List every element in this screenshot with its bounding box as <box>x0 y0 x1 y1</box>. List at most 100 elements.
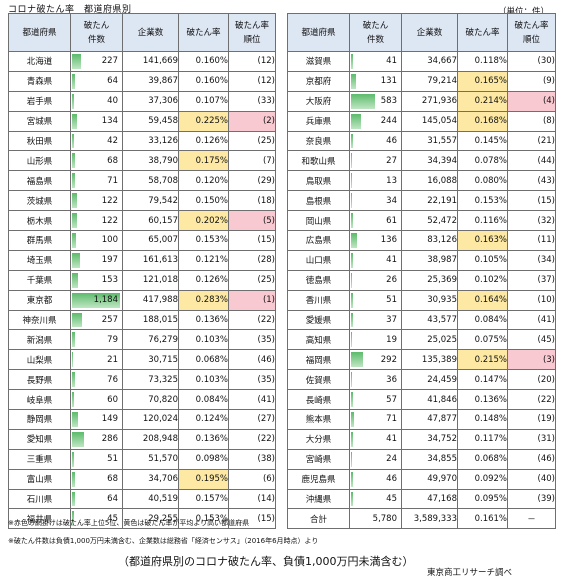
prefecture-cell: 山梨県 <box>8 349 71 371</box>
rank-cell: (12) <box>228 51 276 72</box>
table-row: 茨城県 122 79,542 0.150% (18) <box>8 190 276 212</box>
prefecture-cell: 宮崎県 <box>287 448 350 470</box>
count-cell: 227 <box>70 51 123 72</box>
companies-cell: 120,024 <box>122 409 179 430</box>
count-cell: 41 <box>349 249 402 271</box>
count-bar <box>351 292 353 308</box>
count-bar <box>351 392 353 408</box>
count-bar <box>72 471 75 487</box>
left-table-body: 北海道 227 141,669 0.160% (12) 青森県 64 39,867 0.160%… <box>8 51 276 530</box>
count-value: 64 <box>107 76 118 87</box>
count-cell: 27 <box>349 150 402 172</box>
table-row: 広島県 136 83,126 0.163% (11) <box>287 230 556 251</box>
prefecture-cell: 千葉県 <box>8 269 71 291</box>
header-rank: 破たん率 順位 <box>507 13 556 52</box>
table-row: 熊本県 71 47,877 0.148% (19) <box>287 409 556 430</box>
prefecture-cell: 広島県 <box>287 230 350 251</box>
count-value: 64 <box>107 494 118 505</box>
count-cell: 122 <box>70 210 123 232</box>
count-cell: 5,780 <box>349 508 402 530</box>
rank-cell: (18) <box>228 190 276 212</box>
rank-cell: (9) <box>507 70 556 92</box>
rank-cell: (32) <box>507 210 556 232</box>
rank-cell: － <box>507 508 556 530</box>
count-bar <box>351 412 354 427</box>
prefecture-cell: 熊本県 <box>287 409 350 430</box>
count-value: 68 <box>107 474 118 485</box>
count-bar <box>351 93 375 109</box>
header-count: 破たん 件数 <box>349 13 402 52</box>
rate-cell: 0.095% <box>457 488 508 510</box>
rate-cell: 0.136% <box>178 428 229 450</box>
companies-cell: 76,279 <box>122 329 179 351</box>
count-cell: 79 <box>70 329 123 351</box>
rate-cell: 0.068% <box>178 349 229 371</box>
companies-cell: 38,790 <box>122 150 179 172</box>
count-value: 45 <box>107 513 118 524</box>
count-bar <box>72 73 75 89</box>
count-cell: 134 <box>70 110 123 132</box>
companies-cell: 34,667 <box>401 51 458 72</box>
rate-cell: 0.147% <box>457 369 508 391</box>
table-row: 秋田県 42 33,126 0.126% (25) <box>8 130 276 152</box>
table-row: 山形県 68 38,790 0.175% (7) <box>8 150 276 172</box>
count-bar <box>72 173 75 189</box>
companies-cell: 79,214 <box>401 70 458 92</box>
header-rank: 破たん率 順位 <box>228 13 276 52</box>
count-cell: 21 <box>70 349 123 371</box>
count-value: 40 <box>107 96 118 107</box>
count-bar <box>351 451 352 467</box>
header-rank-line1: 破たん率 <box>514 20 549 31</box>
rate-cell: 0.153% <box>178 508 229 530</box>
count-bar <box>72 412 78 427</box>
rate-cell: 0.117% <box>457 428 508 450</box>
count-value: 36 <box>386 374 397 385</box>
count-value: 51 <box>386 295 397 306</box>
companies-cell: 25,025 <box>401 329 458 351</box>
count-value: 46 <box>386 136 397 146</box>
rate-cell: 0.163% <box>457 230 508 251</box>
rank-cell: (41) <box>228 389 276 411</box>
count-value: 122 <box>101 215 118 226</box>
companies-cell: 25,369 <box>401 269 458 291</box>
header-rank-line2: 順位 <box>243 34 261 45</box>
count-bar <box>72 372 75 388</box>
prefecture-cell: 岡山県 <box>287 210 350 232</box>
header-count: 破たん 件数 <box>70 13 123 52</box>
rate-cell: 0.175% <box>178 150 229 172</box>
prefecture-cell: 長野県 <box>8 369 71 391</box>
count-cell: 100 <box>70 230 123 251</box>
rank-cell: (29) <box>228 170 276 192</box>
companies-cell: 60,157 <box>122 210 179 232</box>
table-row: 鳥取県 13 16,088 0.080% (43) <box>287 170 556 192</box>
table-row: 福島県 71 58,708 0.120% (29) <box>8 170 276 192</box>
table-row: 埼玉県 197 161,613 0.121% (28) <box>8 249 276 271</box>
rate-cell: 0.283% <box>178 289 229 311</box>
companies-cell: 58,708 <box>122 170 179 192</box>
prefecture-cell: 島根県 <box>287 190 350 212</box>
prefecture-cell: 岩手県 <box>8 90 71 112</box>
rate-cell: 0.225% <box>178 110 229 132</box>
header-rank-line2: 順位 <box>522 34 540 45</box>
rank-cell: (6) <box>228 468 276 490</box>
count-value: 19 <box>386 334 397 345</box>
count-bar <box>72 312 82 328</box>
companies-cell: 417,988 <box>122 289 179 311</box>
companies-cell: 30,715 <box>122 349 179 371</box>
companies-cell: 34,394 <box>401 150 458 172</box>
prefecture-cell: 山口県 <box>287 249 350 271</box>
count-value: 292 <box>380 354 397 365</box>
count-bar <box>72 193 77 209</box>
rate-cell: 0.118% <box>457 51 508 72</box>
rate-cell: 0.098% <box>178 448 229 470</box>
prefecture-cell: 栃木県 <box>8 210 71 232</box>
companies-cell: 65,007 <box>122 230 179 251</box>
table-row: 愛知県 286 208,948 0.136% (22) <box>8 428 276 450</box>
rate-cell: 0.120% <box>178 170 229 192</box>
count-bar <box>72 292 120 308</box>
companies-cell: 271,936 <box>401 90 458 112</box>
prefecture-cell: 徳島県 <box>287 269 350 291</box>
rate-cell: 0.168% <box>457 110 508 132</box>
prefecture-cell: 大分県 <box>287 428 350 450</box>
count-cell: 286 <box>70 428 123 450</box>
